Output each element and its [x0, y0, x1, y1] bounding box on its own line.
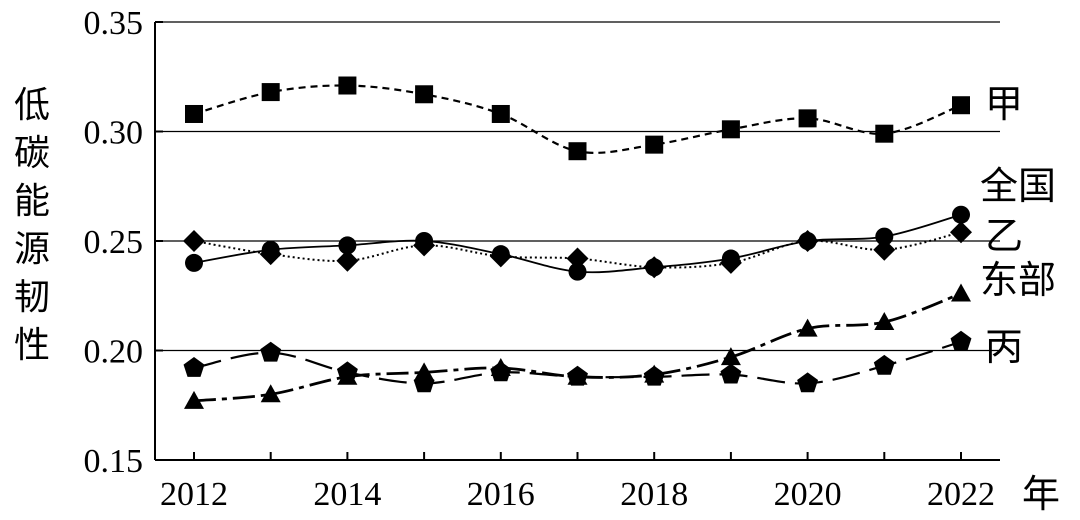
marker-circle [568, 262, 587, 281]
x-tick-label: 2012 [160, 476, 228, 513]
marker-pentagon [336, 361, 358, 382]
marker-triangle [951, 283, 971, 302]
marker-square [721, 120, 740, 139]
marker-square [185, 104, 203, 123]
marker-pentagon [720, 363, 742, 384]
series-label: 丙 [985, 325, 1023, 369]
marker-square [798, 109, 817, 128]
marker-pentagon [567, 365, 588, 386]
marker-square [952, 96, 970, 115]
series-markers [183, 76, 972, 409]
marker-circle [185, 253, 203, 272]
marker-pentagon [797, 372, 819, 393]
marker-circle [875, 227, 894, 246]
marker-diamond [259, 243, 282, 266]
marker-square [415, 85, 434, 104]
marker-square [491, 104, 510, 123]
x-ticks: 2012 2014 2016 2018 2020 2022 [160, 452, 995, 513]
marker-triangle [797, 318, 818, 337]
marker-square [338, 76, 357, 95]
marker-pentagon [413, 372, 435, 393]
marker-square [645, 135, 664, 154]
marker-triangle [260, 384, 281, 403]
marker-pentagon [643, 365, 665, 386]
marker-diamond [566, 247, 589, 270]
x-axis-label: 年 [1022, 472, 1060, 516]
marker-triangle [414, 362, 435, 381]
marker-pentagon [873, 354, 895, 375]
x-tick-label: 2018 [620, 476, 688, 513]
marker-pentagon [260, 341, 282, 362]
y-axis-label-char: 韧 [14, 277, 50, 318]
y-tick-label: 0.25 [84, 224, 144, 261]
series-line-3 [193, 292, 962, 403]
marker-diamond [413, 234, 436, 257]
series-lines [193, 84, 962, 403]
x-tick-label: 2022 [927, 476, 995, 513]
marker-diamond [796, 230, 819, 252]
marker-diamond [719, 251, 742, 274]
y-tick-label: 0.30 [84, 115, 144, 152]
y-axis-label-char: 源 [14, 229, 50, 270]
x-tick-label: 2016 [467, 476, 535, 513]
series-label: 东部 [980, 258, 1056, 302]
y-axis-label-char: 低 [14, 85, 50, 126]
y-axis-label-char: 性 [14, 325, 50, 366]
marker-square [568, 142, 587, 161]
marker-triangle [720, 347, 741, 366]
y-tick-label: 0.35 [84, 5, 144, 42]
marker-diamond [183, 230, 205, 252]
x-tick-label: 2020 [774, 476, 842, 513]
marker-circle [952, 205, 970, 224]
x-tick-label: 2014 [313, 476, 381, 513]
y-tick-label: 0.15 [84, 443, 144, 480]
marker-square [261, 83, 280, 102]
y-axis-label-char: 碳 [14, 133, 50, 174]
marker-pentagon [950, 330, 972, 351]
marker-diamond [873, 238, 896, 261]
marker-pentagon [490, 361, 512, 382]
y-tick-label: 0.20 [84, 334, 144, 371]
marker-triangle [874, 312, 895, 331]
series-label: 乙 [985, 214, 1023, 258]
marker-pentagon [183, 357, 205, 377]
y-axis-label-char: 能 [14, 181, 50, 222]
gridlines [155, 21, 1000, 352]
marker-diamond [950, 221, 972, 244]
series-label: 甲 [985, 82, 1023, 126]
series-label: 全国 [980, 164, 1056, 208]
y-ticks: 0.15 0.20 0.25 0.30 0.35 [84, 5, 163, 480]
marker-diamond [489, 245, 512, 268]
marker-diamond [643, 256, 666, 279]
marker-circle [338, 236, 357, 255]
marker-triangle [184, 390, 204, 409]
marker-square [875, 124, 894, 143]
marker-diamond [336, 249, 359, 272]
